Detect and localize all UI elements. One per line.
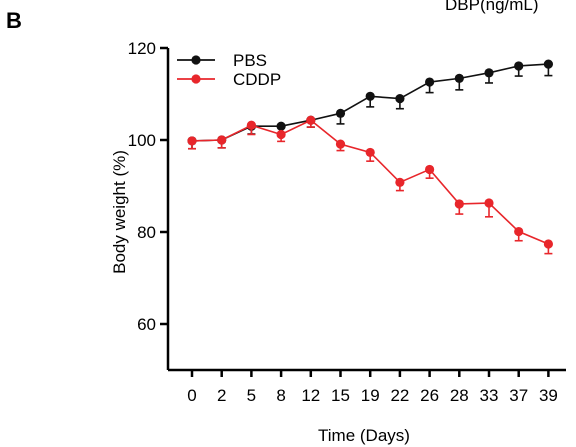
legend-label: PBS (233, 51, 267, 70)
header-fragment: DBP(ng/mL) (445, 0, 539, 14)
data-point (484, 68, 494, 78)
legend-item-cddp: CDDP (177, 70, 281, 89)
series-cddp (187, 115, 554, 255)
x-tick-label: 39 (539, 386, 558, 405)
y-tick-label: 120 (128, 39, 156, 58)
x-tick-label: 19 (361, 386, 380, 405)
data-point (454, 73, 464, 83)
data-point (425, 164, 435, 175)
data-point (454, 199, 464, 209)
y-tick-label: 100 (128, 131, 156, 150)
x-tick-label: 2 (217, 386, 226, 405)
data-point (395, 94, 405, 104)
x-tick-label: 5 (247, 386, 256, 405)
legend-item-pbs: PBS (177, 51, 267, 70)
x-ticks: 0 2 5 8 12 15 19 22 26 28 33 37 39 (187, 370, 558, 405)
x-tick-label: 15 (331, 386, 350, 405)
data-point (276, 129, 286, 140)
data-point (543, 239, 554, 249)
data-point (514, 226, 524, 237)
y-ticks: 60 80 100 120 (128, 39, 168, 334)
x-tick-label: 37 (509, 386, 528, 405)
data-point (217, 135, 227, 145)
series-line (191, 119, 549, 245)
x-tick-label: 22 (390, 386, 409, 405)
data-point (425, 77, 435, 87)
x-tick-label: 33 (480, 386, 499, 405)
data-point (514, 61, 524, 71)
data-point (306, 115, 316, 125)
legend-marker (191, 55, 201, 65)
y-tick-label: 60 (137, 315, 156, 334)
data-point (365, 147, 375, 158)
x-axis-title: Time (Days) (318, 426, 410, 445)
x-tick-label: 12 (301, 386, 320, 405)
series-layer (187, 59, 554, 255)
x-tick-label: 0 (187, 386, 196, 405)
data-point (395, 177, 405, 187)
y-axis-title: Body weight (%) (110, 150, 129, 274)
panel-label: B (6, 8, 22, 33)
data-point (335, 139, 346, 149)
data-point (187, 136, 197, 146)
x-tick-label: 28 (450, 386, 469, 405)
legend-label: CDDP (233, 70, 281, 89)
data-point (543, 59, 554, 69)
y-tick-label: 80 (137, 223, 156, 242)
data-point (335, 108, 346, 118)
data-point (276, 121, 286, 131)
data-point (246, 120, 256, 130)
x-tick-label: 26 (420, 386, 439, 405)
plot-area: 60 80 100 120 0 2 5 8 12 15 19 22 26 28 33 37 39 (128, 39, 566, 405)
data-point (484, 198, 494, 208)
x-tick-label: 8 (276, 386, 285, 405)
legend-marker (191, 74, 201, 84)
data-point (365, 91, 375, 101)
